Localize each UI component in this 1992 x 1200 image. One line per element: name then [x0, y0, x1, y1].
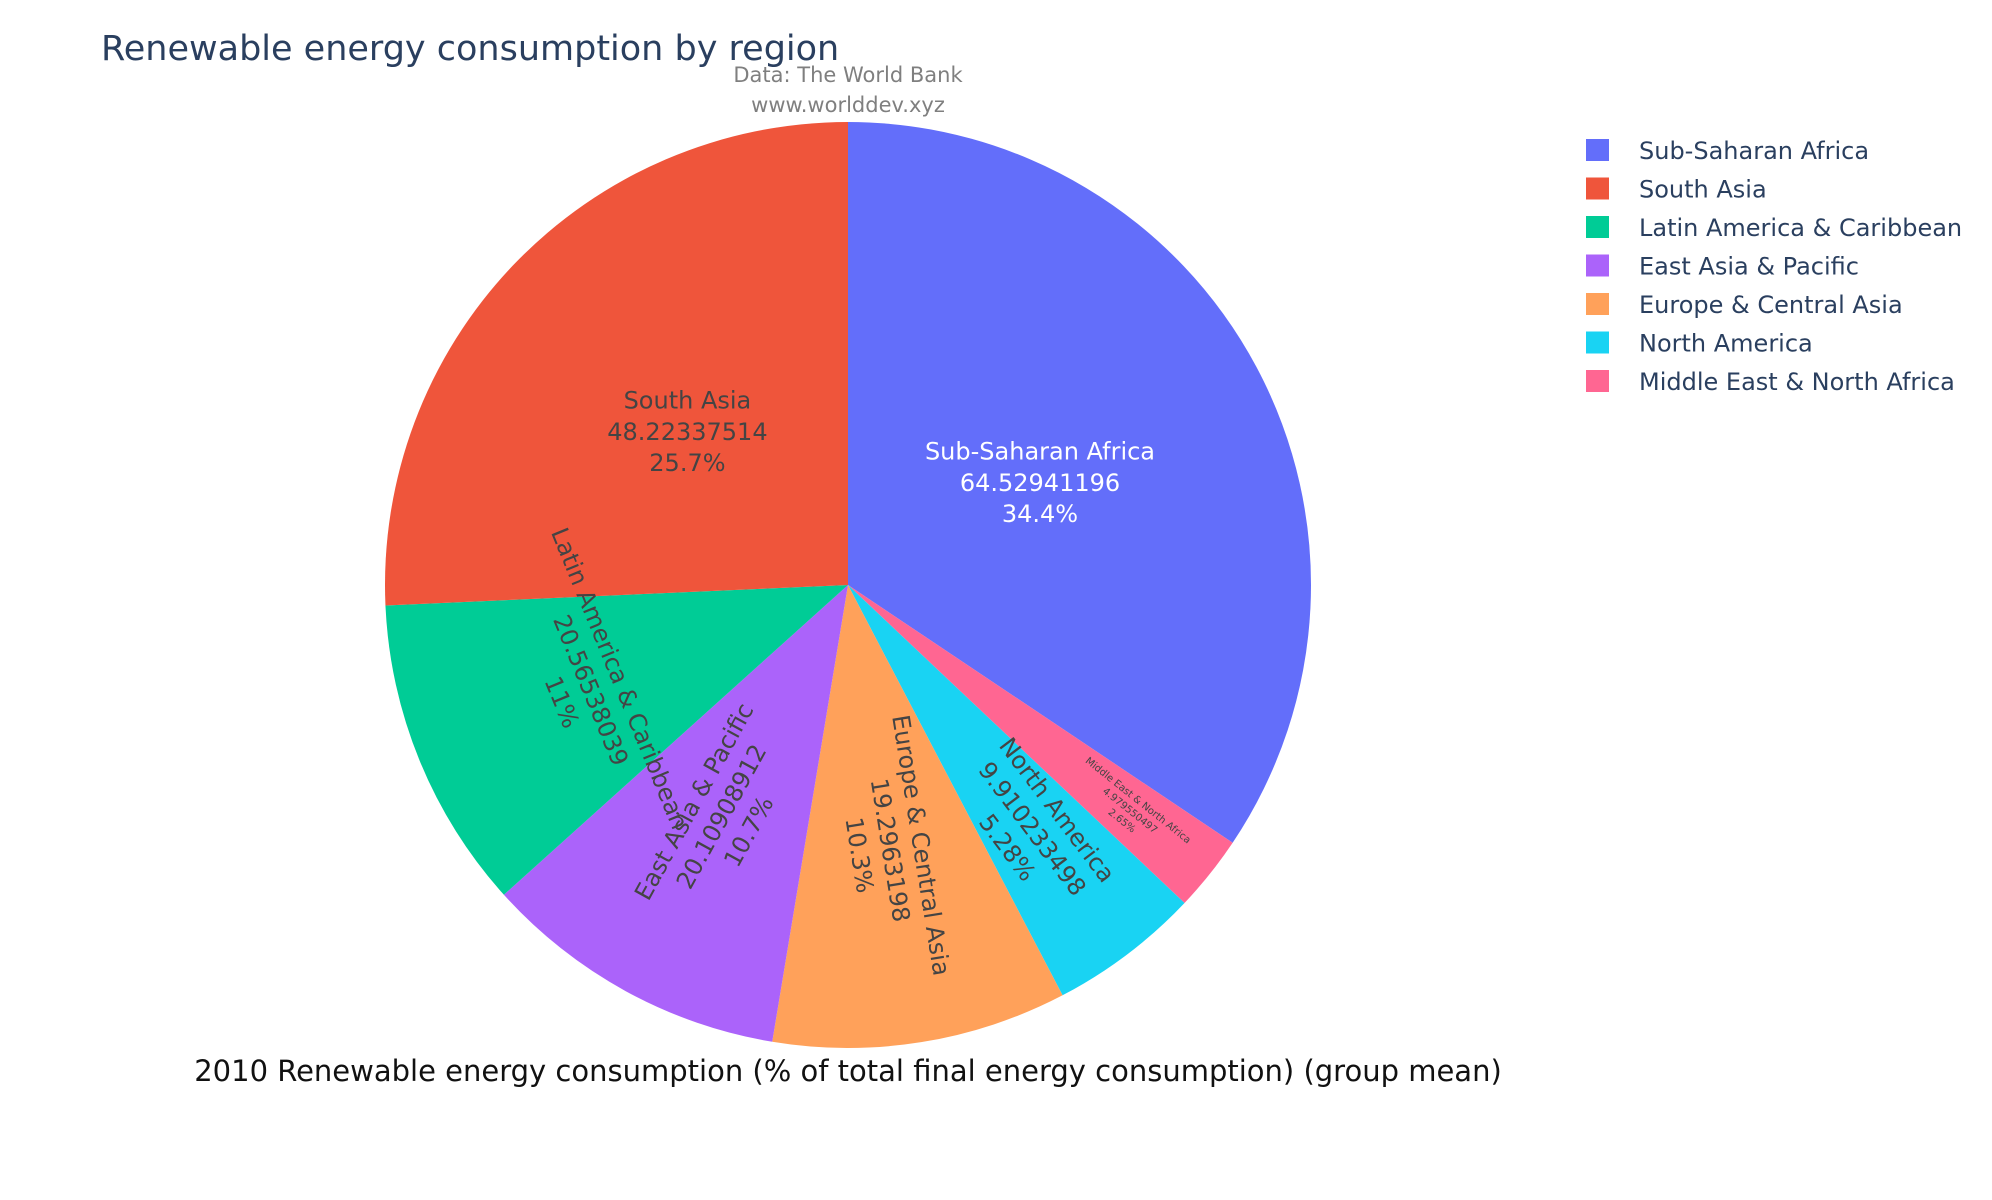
x-axis-label: 2010 Renewable energy consumption (% of …: [194, 1054, 1502, 1088]
legend-label: Middle East & North Africa: [1639, 368, 1955, 396]
legend-item-south-asia[interactable]: South Asia: [1586, 176, 1767, 204]
pie-slices: [384, 122, 1311, 1048]
slice-latin-america-and-caribbean[interactable]: [385, 585, 848, 895]
slice-north-america[interactable]: [848, 585, 1185, 996]
legend-label: East Asia & Pacific: [1639, 253, 1859, 281]
legend-label: North America: [1639, 330, 1813, 358]
slice-label-sub-saharan-africa: Sub-Saharan Africa 64.52941196 34.4%: [925, 438, 1155, 528]
legend-swatch: [1586, 254, 1609, 277]
legend-swatch: [1586, 139, 1609, 161]
slice-label-south-asia: South Asia 48.22337514 25.7%: [607, 387, 767, 477]
legend-label: Sub-Saharan Africa: [1639, 137, 1869, 165]
legend-swatch: [1586, 370, 1609, 392]
legend-item-north-america[interactable]: North America: [1586, 330, 1813, 358]
chart-title: Renewable energy consumption by region: [101, 29, 839, 69]
slice-value: 64.52941196: [960, 469, 1120, 497]
legend-item-east-asia-and-pacific[interactable]: East Asia & Pacific: [1586, 253, 1859, 281]
legend-item-europe-and-central-asia[interactable]: Europe & Central Asia: [1586, 291, 1903, 319]
slice-name: South Asia: [624, 387, 752, 415]
legend-item-latin-america-and-caribbean[interactable]: Latin America & Caribbean: [1586, 214, 1962, 242]
legend-swatch: [1586, 216, 1609, 238]
slice-percent: 25.7%: [649, 449, 725, 477]
legend-label: Europe & Central Asia: [1639, 291, 1903, 319]
slice-south-asia[interactable]: [384, 122, 848, 606]
legend-swatch: [1586, 177, 1609, 200]
source-line-1: Data: The World Bank: [733, 63, 963, 87]
slice-middle-east-and-north-africa[interactable]: [848, 585, 1233, 903]
slice-sub-saharan-africa[interactable]: [848, 122, 1311, 843]
legend-item-middle-east-and-north-africa[interactable]: Middle East & North Africa: [1586, 368, 1955, 396]
slice-east-asia-and-pacific[interactable]: [503, 585, 848, 1042]
legend-swatch: [1586, 331, 1609, 354]
slice-value: 48.22337514: [607, 418, 767, 446]
legend-label: South Asia: [1639, 176, 1767, 204]
slice-europe-and-central-asia[interactable]: [772, 585, 1063, 1048]
slice-percent: 34.4%: [1002, 500, 1078, 528]
legend-item-sub-saharan-africa[interactable]: Sub-Saharan Africa: [1586, 137, 1869, 165]
legend-label: Latin America & Caribbean: [1639, 214, 1962, 242]
legend-swatch: [1586, 293, 1609, 315]
legend: Sub-Saharan Africa South Asia Latin Americ…: [1586, 137, 1962, 396]
source-line-2: www.worlddev.xyz: [751, 93, 945, 117]
slice-name: Sub-Saharan Africa: [925, 438, 1155, 466]
